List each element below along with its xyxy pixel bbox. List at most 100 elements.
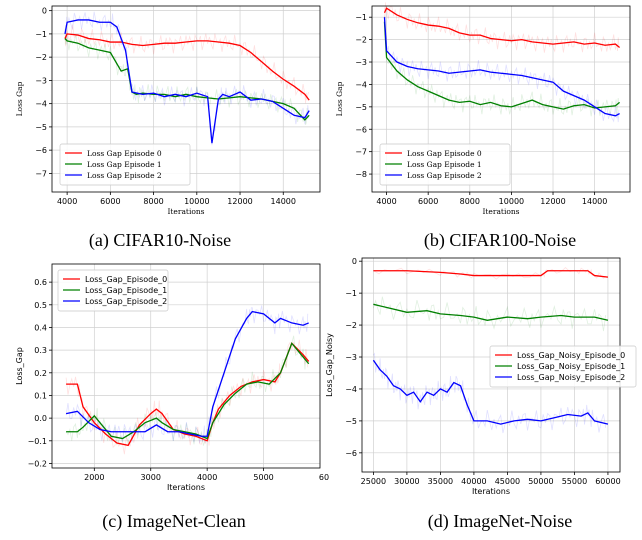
x-tick-label: 14000 [582, 197, 607, 206]
chart-panel-2: 2000 3000 4000 5000 60 0.6 0.5 0.4 0.3 0.2 0.1 0.0 −… [15, 263, 329, 532]
series-noise-0 [384, 2, 620, 53]
series-noise-2 [64, 11, 309, 146]
x-tick-label: 6000 [100, 197, 120, 206]
x-tick-label: 50000 [528, 477, 553, 486]
y-tick-label: −5 [355, 103, 367, 112]
y-tick-label: −8 [355, 170, 367, 179]
x-tick-label: 60 [319, 473, 329, 482]
x-tick-label: 5000 [253, 473, 273, 482]
y-axis-title: Loss Gap [335, 81, 344, 116]
series-line-1 [66, 342, 310, 440]
legend-label: Loss_Gap_Episode_0 [85, 275, 167, 284]
series-noise-2 [384, 17, 620, 123]
series-line-1 [64, 38, 310, 121]
x-tick-label: 10000 [499, 197, 524, 206]
x-axis-title: Iterations [167, 207, 204, 216]
legend-label: Loss Gap Episode 1 [407, 160, 482, 169]
y-tick-label: −1 [35, 30, 47, 39]
series-line-0 [383, 7, 621, 48]
series-line-1 [373, 303, 609, 321]
legend-label: Loss_Gap_Episode_1 [85, 286, 167, 295]
y-tick-label: −3 [355, 58, 367, 67]
series-line-0 [64, 33, 310, 101]
y-tick-label: 0.3 [34, 346, 47, 355]
y-tick-label: −6 [345, 449, 357, 458]
legend: Loss_Gap_Noisy_Episode_0 Loss_Gap_Noisy_E… [489, 345, 637, 388]
series-line-2 [65, 310, 309, 437]
y-tick-label: −2 [355, 36, 367, 45]
x-tick-label: 30000 [394, 477, 419, 486]
legend: Loss Gap Episode 0 Loss Gap Episode 1 Loss… [59, 143, 191, 186]
x-tick-label: 8000 [143, 197, 163, 206]
series-line-2 [383, 17, 620, 117]
y-tick-label: −0.2 [28, 459, 47, 468]
y-tick-label: −7 [35, 169, 47, 178]
series-line-2 [372, 359, 609, 425]
x-tick-label: 8000 [460, 197, 480, 206]
x-tick-label: 4000 [376, 197, 396, 206]
x-tick-label: 12000 [540, 197, 565, 206]
series-line-0 [66, 342, 310, 447]
x-tick-label: 10000 [184, 197, 209, 206]
x-tick-label: 40000 [461, 477, 486, 486]
series-noise-1 [373, 296, 607, 332]
series-line-1 [383, 21, 621, 110]
series-noise-1 [64, 28, 309, 125]
legend-label: Loss_Gap_Episode_2 [85, 297, 167, 306]
legend-label: Loss_Gap_Noisy_Episode_2 [517, 373, 625, 382]
x-tick-label: 25000 [361, 477, 386, 486]
x-tick-label: 4000 [197, 473, 217, 482]
x-tick-label: 55000 [562, 477, 587, 486]
x-tick-label: 60000 [595, 477, 620, 486]
y-tick-label: −1 [355, 13, 367, 22]
panel-caption: (c) ImageNet-Clean [102, 511, 245, 532]
panel-caption: (d) ImageNet-Noise [428, 511, 572, 532]
y-axis-title: Loss Gap [15, 81, 24, 116]
y-tick-label: 0.4 [34, 323, 47, 332]
y-tick-label: −4 [355, 80, 367, 89]
x-tick-label: 6000 [418, 197, 438, 206]
x-tick-label: 3000 [141, 473, 161, 482]
y-tick-label: −3 [35, 76, 47, 85]
y-tick-label: −3 [345, 353, 357, 362]
y-axis-title: Loss_Gap [15, 347, 24, 385]
legend-box [57, 269, 169, 312]
legend-label: Loss_Gap_Noisy_Episode_0 [517, 351, 625, 360]
series-noise-1 [384, 15, 620, 117]
y-tick-label: −6 [355, 125, 367, 134]
x-tick-label: 2000 [84, 473, 104, 482]
series-noise-0 [65, 339, 309, 455]
plot-frame [51, 263, 321, 469]
plot-frame [51, 5, 321, 193]
y-tick-label: −1 [345, 289, 357, 298]
y-tick-label: 0.6 [34, 278, 47, 287]
legend-box [489, 345, 637, 388]
y-tick-label: 0.0 [34, 414, 47, 423]
y-tick-label: 0.1 [34, 391, 47, 400]
x-tick-label: 14000 [271, 197, 296, 206]
panel-caption: (a) CIFAR10-Noise [89, 230, 231, 251]
y-tick-label: −7 [355, 148, 367, 157]
legend-label: Loss Gap Episode 0 [407, 149, 482, 158]
legend: Loss_Gap_Episode_0 Loss_Gap_Episode_1 Loss… [57, 269, 169, 312]
x-tick-label: 45000 [495, 477, 520, 486]
legend-label: Loss Gap Episode 0 [87, 149, 162, 158]
x-axis-title: Iterations [167, 483, 205, 492]
y-tick-label: 0 [42, 7, 47, 16]
legend-label: Loss Gap Episode 2 [407, 171, 482, 180]
legend-label: Loss Gap Episode 1 [87, 160, 162, 169]
chart-panel-1: 4000 6000 8000 10000 12000 14000 −1 −2 −3 −4 −5 −6 −… [335, 2, 631, 251]
y-tick-label: −5 [35, 123, 47, 132]
y-axis-title: Loss_Gap_Noisy [325, 333, 334, 397]
y-tick-label: −4 [35, 100, 47, 109]
panel-caption: (b) CIFAR100-Noise [424, 230, 576, 251]
series-noise-0 [64, 24, 309, 104]
chart-panel-0: 4000 6000 8000 10000 12000 14000 0 −1 −2 −3 −4 −5 −6… [15, 5, 321, 251]
legend-label: Loss Gap Episode 2 [87, 171, 162, 180]
x-axis-title: Iterations [472, 487, 510, 496]
plot-frame [371, 5, 631, 193]
x-tick-label: 12000 [227, 197, 252, 206]
series-line-2 [64, 19, 310, 144]
x-axis-title: Iterations [482, 207, 519, 216]
y-tick-label: −2 [35, 53, 47, 62]
